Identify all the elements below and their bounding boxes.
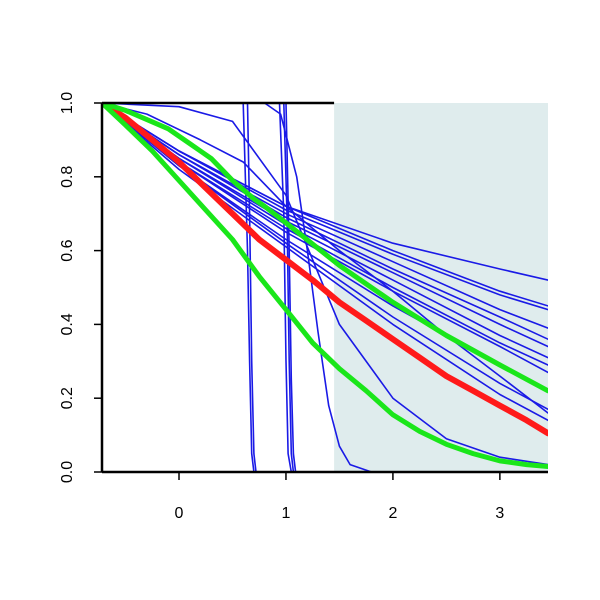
series-line-10	[102, 103, 548, 311]
series-line-22	[102, 103, 548, 469]
y-tick-label: 0.0	[59, 461, 76, 483]
series-layer	[102, 103, 548, 472]
y-tick-label: 0.4	[59, 313, 76, 335]
x-tick-label: 1	[282, 505, 291, 522]
y-tick-label: 1.0	[59, 92, 76, 114]
series-line-1	[102, 103, 255, 472]
x-tick-label: 2	[388, 505, 397, 522]
series-line-19	[102, 103, 548, 422]
axes-layer: 0 1 2 3 0.0 0.2 0.4 0.6 0.8 1.0	[59, 92, 548, 522]
series-line-2	[102, 103, 293, 472]
series-line-5	[102, 103, 373, 472]
x-tick-label: 0	[175, 505, 184, 522]
series-line-6	[102, 103, 548, 466]
y-tick-label: 0.6	[59, 239, 76, 261]
x-tick-label: 3	[495, 505, 504, 522]
series-line-12	[102, 103, 548, 341]
series-line-21	[102, 103, 548, 394]
y-tick-label: 0.8	[59, 166, 76, 188]
y-tick-label: 0.2	[59, 387, 76, 409]
series-line-20	[102, 103, 548, 437]
series-line-7	[102, 103, 548, 414]
series-line-0	[102, 103, 257, 472]
series-line-3	[102, 103, 295, 472]
